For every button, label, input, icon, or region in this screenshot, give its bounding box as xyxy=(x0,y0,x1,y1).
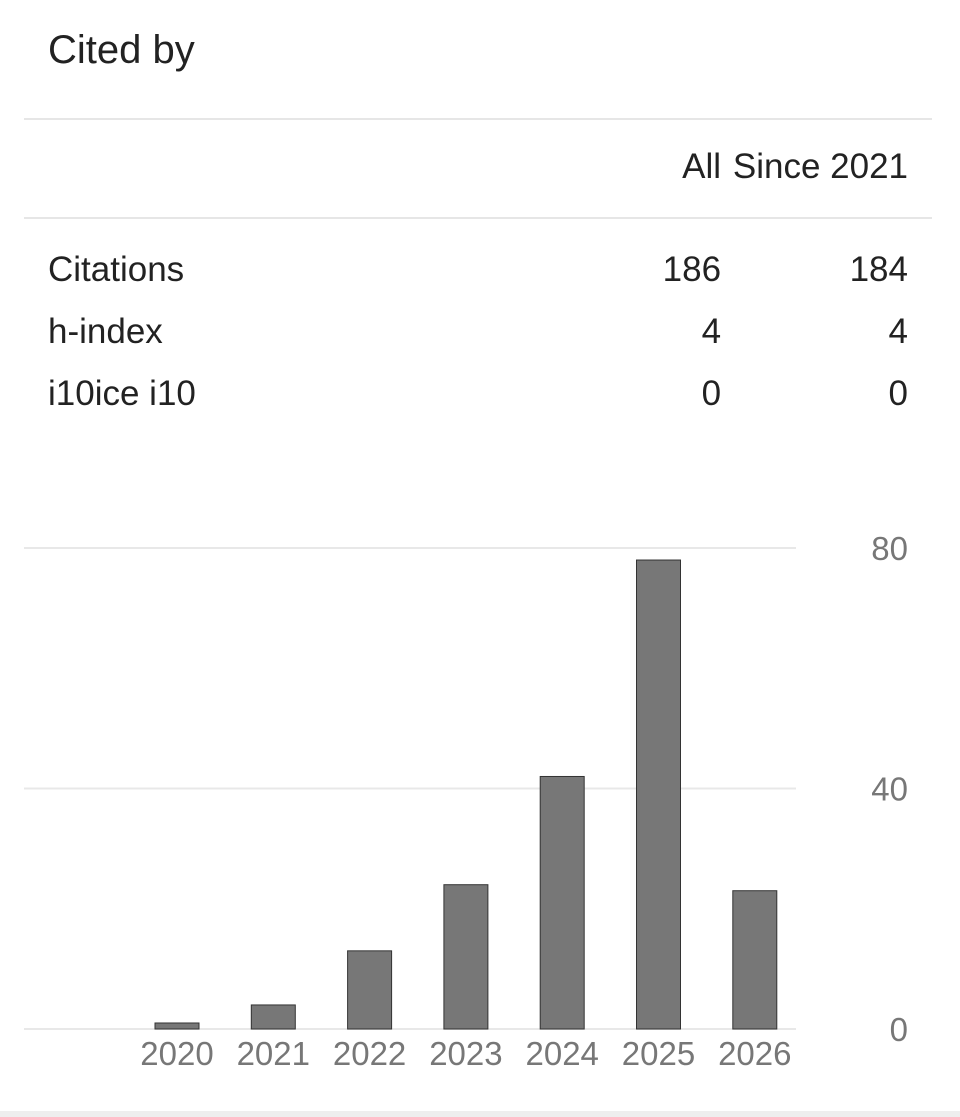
h-index-since: 4 xyxy=(888,312,908,351)
i10-all: 0 xyxy=(701,374,722,413)
x-tick-label: 2025 xyxy=(622,1035,695,1072)
divider xyxy=(24,118,932,120)
bar-2021[interactable] xyxy=(250,1004,296,1030)
bottom-border xyxy=(0,1111,960,1117)
y-tick-label: 80 xyxy=(871,530,908,567)
divider xyxy=(24,217,932,219)
x-tick-label: 2024 xyxy=(525,1035,598,1072)
x-tick-label: 2022 xyxy=(333,1035,406,1072)
table-row: i10ice i10 0 0 xyxy=(24,363,932,425)
row-label-i10-index[interactable]: i10ice i10 xyxy=(48,374,196,413)
x-tick-label: 2026 xyxy=(718,1035,791,1072)
x-tick-label: 2021 xyxy=(237,1035,310,1072)
column-header-all[interactable]: All xyxy=(682,147,722,186)
row-label-h-index[interactable]: h-index xyxy=(48,312,163,351)
table-row: Citations 186 184 xyxy=(24,199,932,301)
bar-2020[interactable] xyxy=(154,1022,200,1030)
x-tick-label: 2023 xyxy=(429,1035,502,1072)
bar-2025[interactable] xyxy=(636,559,681,1030)
citation-stats-table: All Since 2021 Citations 186 184 h-index… xyxy=(24,135,932,425)
i10-since: 0 xyxy=(888,374,908,413)
x-tick-label: 2020 xyxy=(140,1035,213,1072)
h-index-all: 4 xyxy=(701,312,722,351)
bar-2026[interactable] xyxy=(732,890,778,1030)
citations-all: 186 xyxy=(662,250,722,289)
citations-since: 184 xyxy=(849,250,908,289)
cited-by-title: Cited by xyxy=(48,28,195,72)
y-tick-label: 40 xyxy=(871,771,908,808)
column-header xyxy=(24,135,206,199)
column-header-since[interactable]: Since 2021 xyxy=(732,147,908,186)
table-row: h-index 4 4 xyxy=(24,301,932,363)
y-tick-label: 0 xyxy=(890,1011,908,1048)
bar-2023[interactable] xyxy=(443,884,489,1030)
row-label-citations[interactable]: Citations xyxy=(48,250,185,289)
citations-bar-chart: 0 40 80 2020 2021 2022 2023 2024 2025 2026 xyxy=(24,530,908,1072)
bar-2022[interactable] xyxy=(347,950,393,1030)
bar-2024[interactable] xyxy=(539,775,585,1030)
